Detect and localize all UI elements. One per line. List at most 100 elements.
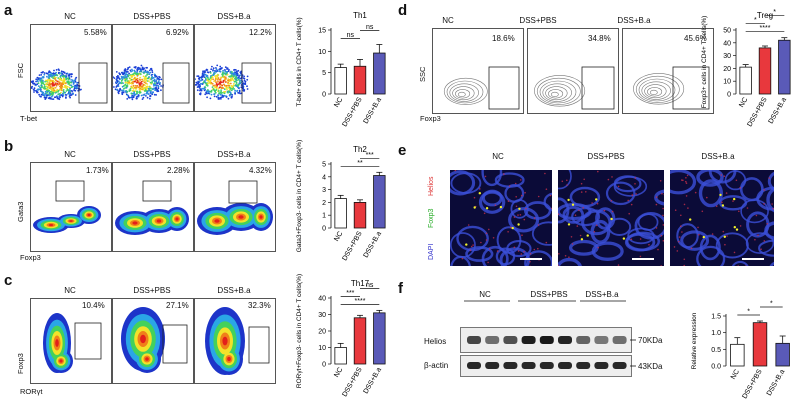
group-title: DSS+PBS [530, 290, 568, 299]
size-markers [630, 339, 636, 367]
flow-plot-dss-ba [622, 28, 714, 114]
chart-ylabel: RORγt+Foxp3- cells in CD4+ T cells(%) [296, 274, 303, 388]
x-tick-label: NC [333, 367, 344, 379]
group-title: NC [64, 286, 76, 295]
significance-label: **** [760, 25, 771, 32]
x-tick-label: DSS+PBS [741, 368, 763, 400]
y-tick-label: 40 [318, 296, 326, 303]
bar-chart-th17: Th17 RORγt+Foxp3- cells in CD4+ T cells(%… [296, 274, 386, 398]
y-tick-label: 2 [322, 200, 326, 207]
flow-plot-dss-pbs [112, 162, 194, 252]
y-axis-label: Foxp3 [16, 353, 25, 374]
y-tick-label: 10 [723, 79, 731, 86]
y-tick-label: 0 [322, 362, 326, 369]
y-tick-label: 1.5 [711, 314, 721, 321]
percentage-label: 12.2% [249, 28, 272, 37]
y-tick-label: 20 [318, 329, 326, 336]
significance-label: ns [366, 24, 374, 31]
group-title: DSS+B.a [701, 152, 735, 161]
panel-label-a: a [4, 2, 13, 19]
percentage-label: 10.4% [82, 301, 105, 310]
significance-label: *** [346, 290, 354, 297]
group-title: DSS+PBS [587, 152, 625, 161]
x-tick-label: DSS+B.a [363, 230, 384, 259]
significance-label: ns [366, 282, 374, 289]
flow-plot-dss-pbs [112, 298, 194, 384]
panel-label-d: d [398, 2, 408, 19]
bar [775, 342, 790, 367]
significance-label: * [773, 9, 776, 16]
y-tick-label: 10 [318, 345, 326, 352]
percentage-label: 27.1% [166, 301, 189, 310]
stain-label-dapi: DAPI [428, 243, 435, 260]
x-tick-label: NC [730, 369, 741, 381]
chart-ylabel: Foxp3+ cells in CD4+ T cells(%) [701, 16, 708, 109]
chart-title: Th17 [351, 279, 370, 288]
y-tick-label: 5 [322, 162, 326, 169]
flow-plot-dss-pbs [112, 24, 194, 112]
micrograph-dss-ba [670, 170, 774, 266]
y-tick-label: 0.5 [711, 347, 721, 354]
group-title: DSS+PBS [519, 16, 557, 25]
group-title: NC [492, 152, 504, 161]
size-label: 70KDa [638, 336, 663, 345]
y-axis-label: FSC [16, 63, 25, 78]
group-title: DSS+B.a [617, 16, 651, 25]
percentage-label: 1.73% [86, 166, 109, 175]
x-axis-label: RORγt [20, 387, 43, 396]
percentage-label: 32.3% [248, 301, 271, 310]
flow-plot-nc [432, 28, 524, 114]
flow-plot-dss-ba [194, 162, 276, 252]
percentage-label: 4.32% [249, 166, 272, 175]
panel-label-c: c [4, 272, 13, 289]
x-tick-label: DSS+B.a [766, 368, 787, 397]
x-tick-label: DSS+B.a [363, 96, 384, 125]
percentage-label: 34.8% [588, 34, 611, 43]
y-tick-label: 3 [322, 187, 326, 194]
bar [778, 39, 791, 95]
flow-plot-nc [30, 298, 112, 384]
bar-chart-relative-expression: Relative expression 0.0 0.5 1.0 1.5 NC DSS+PBS… [691, 301, 790, 400]
y-tick-label: 5 [322, 70, 326, 77]
bar-chart-th1: Th1 T-bet+ cells in CD4+ T cells(%) 0 5 10 15… [296, 11, 386, 128]
size-label: 43KDa [638, 362, 663, 371]
flow-plot-dss-pbs [527, 28, 619, 114]
percentage-label: 2.28% [167, 166, 190, 175]
blot-helios [460, 327, 632, 353]
bar-chart-th2: Th2 Gata3+Foxp3- cells in CD4+ T cells(%)… [296, 140, 386, 262]
significance-label: **** [355, 298, 366, 305]
bar [373, 52, 386, 95]
group-title: DSS+B.a [217, 12, 251, 21]
percentage-label: 5.58% [84, 28, 107, 37]
y-tick-label: 40 [723, 40, 731, 47]
panel-label-b: b [4, 138, 14, 155]
bar [353, 202, 367, 229]
x-axis-label: Foxp3 [20, 253, 41, 262]
flow-plot-nc [30, 24, 112, 112]
bar [730, 343, 745, 367]
chart-ylabel: T-bet+ cells in CD4+ T cells(%) [296, 17, 303, 106]
chart-ylabel: Relative expression [691, 312, 698, 369]
chart-ylabel: Gata3+Foxp3- cells in CD4+ T cells(%) [296, 140, 303, 252]
x-tick-label: DSS+B.a [363, 366, 384, 395]
x-tick-label: DSS+PBS [746, 96, 768, 128]
y-tick-label: 0 [322, 92, 326, 99]
blot-actin [460, 355, 632, 377]
percentage-label: 6.92% [166, 28, 189, 37]
bar [334, 198, 347, 229]
panel-label-e: e [398, 142, 407, 159]
group-underlines [464, 300, 626, 302]
x-tick-label: DSS+PBS [341, 96, 363, 128]
y-axis-label: SSC [418, 66, 427, 82]
percentage-label: 18.6% [492, 34, 515, 43]
bar [334, 347, 347, 365]
y-tick-label: 30 [318, 312, 326, 319]
blot-row-label-helios: Helios [424, 337, 447, 346]
group-title: NC [64, 150, 76, 159]
significance-label: ns [347, 32, 355, 39]
panel-label-f: f [398, 280, 403, 297]
x-tick-label: NC [738, 97, 749, 109]
y-tick-label: 0.0 [711, 364, 721, 371]
bar [373, 175, 386, 229]
group-title: NC [442, 16, 454, 25]
